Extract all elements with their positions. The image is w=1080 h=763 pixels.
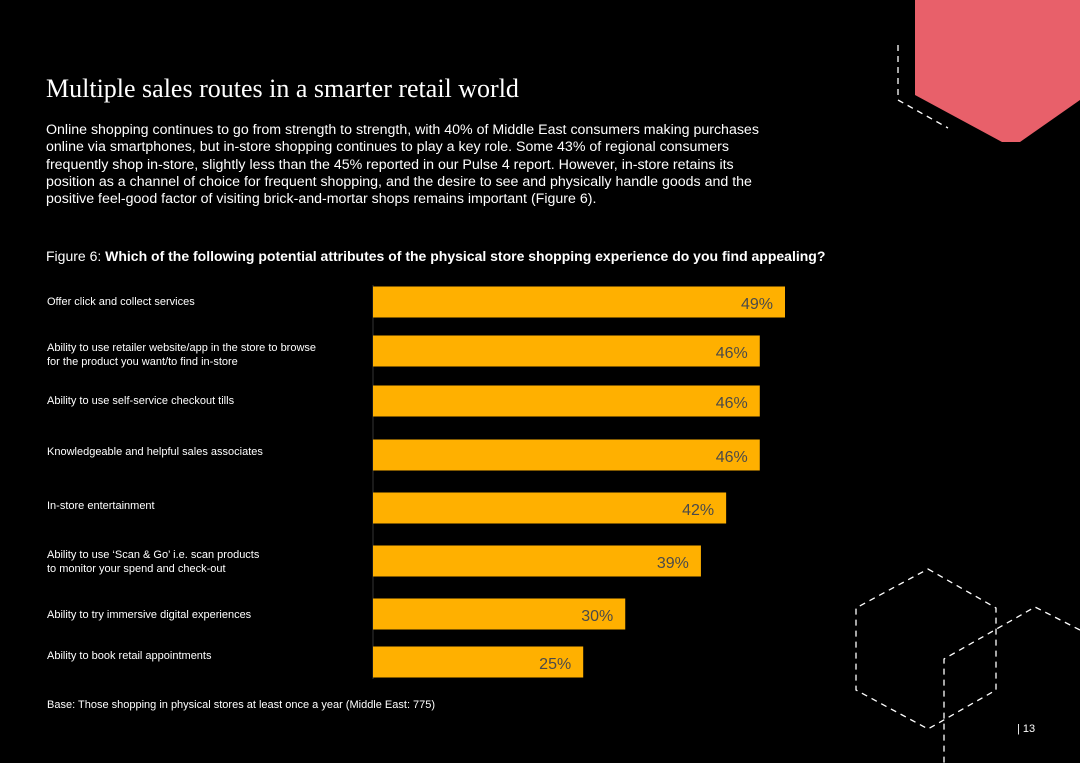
accent-hexagon-shape: [915, 0, 1080, 142]
category-label-2-line-1: Ability to use retailer website/app in t…: [47, 342, 316, 354]
figure-title: Figure 6: Which of the following potenti…: [46, 248, 825, 264]
bar-6: [373, 545, 701, 577]
category-label-3: Ability to use self-service checkout til…: [47, 395, 235, 407]
figure-prefix: Figure 6:: [46, 248, 106, 264]
value-label-5: 42%: [682, 502, 714, 519]
category-label-1: Offer click and collect services: [47, 296, 195, 308]
value-label-2: 46%: [716, 345, 748, 362]
bar-7: [373, 598, 626, 630]
value-label-3: 46%: [716, 395, 748, 412]
category-label-8: Ability to book retail appointments: [47, 650, 212, 662]
category-label-7: Ability to try immersive digital experie…: [47, 609, 252, 621]
intro-paragraph: Online shopping continues to go from str…: [46, 122, 759, 208]
category-label-6-line-2: to monitor your spend and check-out: [47, 563, 226, 575]
bar-4: [373, 439, 760, 471]
value-label-6: 39%: [657, 555, 689, 572]
bar-8: [373, 646, 584, 678]
category-label-6-line-1: Ability to use ‘Scan & Go’ i.e. scan pro…: [47, 549, 260, 561]
value-label-4: 46%: [716, 449, 748, 466]
page-title: Multiple sales routes in a smarter retai…: [46, 74, 519, 103]
value-label-8: 25%: [539, 656, 571, 673]
figure-question: Which of the following potential attribu…: [105, 248, 826, 264]
base-note: Base: Those shopping in physical stores …: [47, 699, 436, 711]
category-label-2-line-2: for the product you want/to find in-stor…: [47, 356, 238, 368]
bar-1: [373, 286, 785, 318]
category-label-4: Knowledgeable and helpful sales associat…: [47, 446, 263, 458]
bar-5: [373, 492, 727, 524]
value-label-1: 49%: [741, 296, 773, 313]
bar-3: [373, 385, 760, 417]
category-label-5: In-store entertainment: [47, 500, 155, 512]
dashed-corner-outline: [897, 45, 949, 129]
dashed-hexagon-left: [855, 568, 997, 730]
bar-2: [373, 335, 760, 367]
page-number: | 13: [1017, 723, 1036, 735]
value-label-7: 30%: [581, 608, 613, 625]
dashed-hexagon-right: [943, 606, 1080, 763]
